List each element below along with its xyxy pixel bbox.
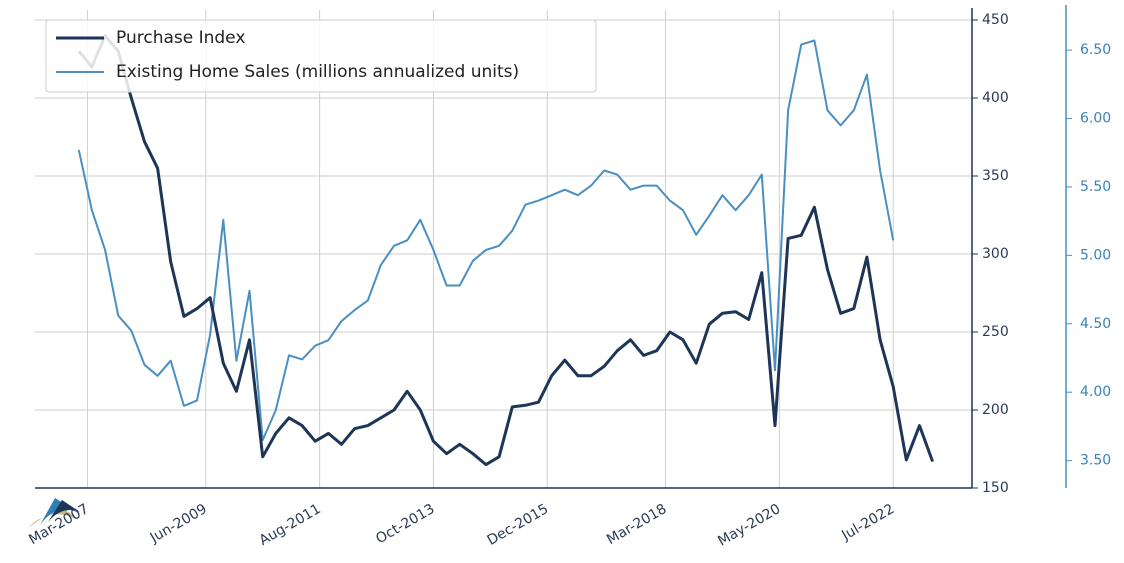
series-line [77, 39, 895, 442]
legend: Purchase Index Existing Home Sales (milli… [45, 19, 597, 93]
y2-tick-label: 4.00 [1080, 384, 1111, 400]
series-line [77, 34, 935, 467]
y2-tick-label: 6.00 [1080, 111, 1111, 127]
y2-tick-label: 6.50 [1080, 42, 1111, 58]
y-tick-label: 350 [982, 168, 1009, 184]
x-tick-label: Jul-2022 [838, 501, 897, 544]
y-tick-label: 450 [982, 12, 1009, 28]
y-tick-label: 150 [982, 480, 1009, 496]
y-tick-label: 250 [982, 324, 1009, 340]
x-tick-label: May-2020 [715, 501, 783, 550]
y2-tick-label: 5.50 [1080, 179, 1111, 195]
x-tick-label: Dec-2015 [485, 501, 552, 549]
y-tick-label: 200 [982, 402, 1009, 418]
y-tick-label: 400 [982, 90, 1009, 106]
x-tick-label: Mar-2018 [604, 501, 669, 548]
y2-tick-label: 4.50 [1080, 316, 1111, 332]
y2-tick-label: 5.00 [1080, 247, 1111, 263]
x-tick-label: Oct-2013 [373, 501, 437, 547]
y-tick-label: 300 [982, 246, 1009, 262]
legend-label: Existing Home Sales (millions annualized… [116, 62, 519, 82]
x-tick-label: Jun-2009 [147, 501, 210, 547]
legend-label: Purchase Index [116, 28, 245, 48]
logo [28, 498, 82, 528]
x-tick-label: Aug-2011 [257, 501, 324, 549]
legend-box [45, 19, 597, 93]
y2-tick-label: 3.50 [1080, 453, 1111, 469]
